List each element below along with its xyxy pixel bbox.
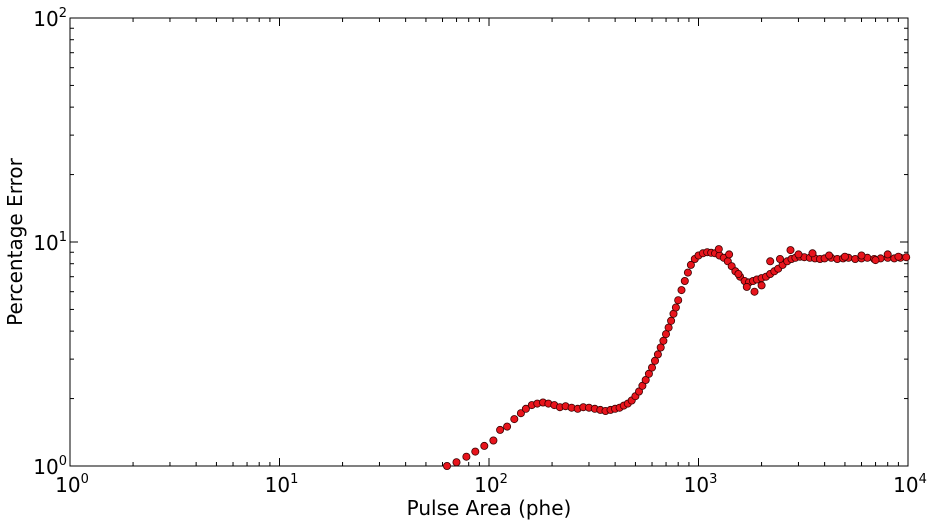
data-point: [902, 253, 911, 262]
data-point: [776, 254, 785, 263]
data-point: [510, 415, 519, 424]
data-point: [471, 447, 480, 456]
data-point: [894, 252, 903, 261]
x-tick-label: 103: [684, 472, 718, 497]
data-point: [644, 369, 653, 378]
data-point: [659, 336, 668, 345]
y-tick-label: 100: [33, 454, 67, 479]
data-point: [871, 256, 880, 265]
x-tick-label: 104: [893, 472, 927, 497]
data-point: [489, 436, 498, 445]
data-point: [674, 296, 683, 305]
data-point: [462, 452, 471, 461]
data-point: [521, 404, 530, 413]
data-point: [757, 281, 766, 290]
data-point: [734, 269, 743, 278]
data-point: [667, 316, 676, 325]
data-point: [677, 286, 686, 295]
data-points: [442, 245, 911, 470]
data-point: [808, 249, 817, 258]
data-point: [503, 422, 512, 431]
data-point: [480, 441, 489, 450]
x-tick-label: 100: [55, 472, 89, 497]
x-tick-labels: 100 101 102 103 104: [55, 472, 927, 497]
data-point: [840, 252, 849, 261]
data-point: [671, 303, 680, 312]
y-axis-label: Percentage Error: [3, 157, 27, 325]
data-point: [714, 245, 723, 254]
data-point: [794, 250, 803, 259]
data-point: [653, 350, 662, 359]
data-point: [766, 257, 775, 266]
data-point: [686, 260, 695, 269]
data-point: [516, 409, 525, 418]
plot-area: [69, 17, 909, 467]
data-point: [664, 323, 673, 332]
data-point: [452, 458, 461, 467]
data-point: [641, 375, 650, 384]
data-point: [883, 250, 892, 259]
data-point: [825, 251, 834, 260]
data-point: [750, 287, 759, 296]
data-point: [683, 268, 692, 277]
x-tick-label: 101: [265, 472, 299, 497]
data-point: [786, 246, 795, 255]
data-point: [656, 343, 665, 352]
y-tick-label: 102: [33, 6, 67, 31]
data-point: [680, 276, 689, 285]
y-tick-labels: 100 101 102: [33, 6, 67, 479]
data-point: [648, 363, 657, 372]
x-tick-label: 102: [474, 472, 508, 497]
data-point: [442, 461, 451, 470]
data-point: [651, 356, 660, 365]
y-tick-label: 101: [33, 230, 67, 255]
axis-ticks: [69, 17, 909, 467]
data-point: [725, 250, 734, 259]
x-axis-label: Pulse Area (phe): [407, 496, 572, 520]
data-point: [857, 251, 866, 260]
data-point: [496, 425, 505, 434]
data-point: [742, 282, 751, 291]
